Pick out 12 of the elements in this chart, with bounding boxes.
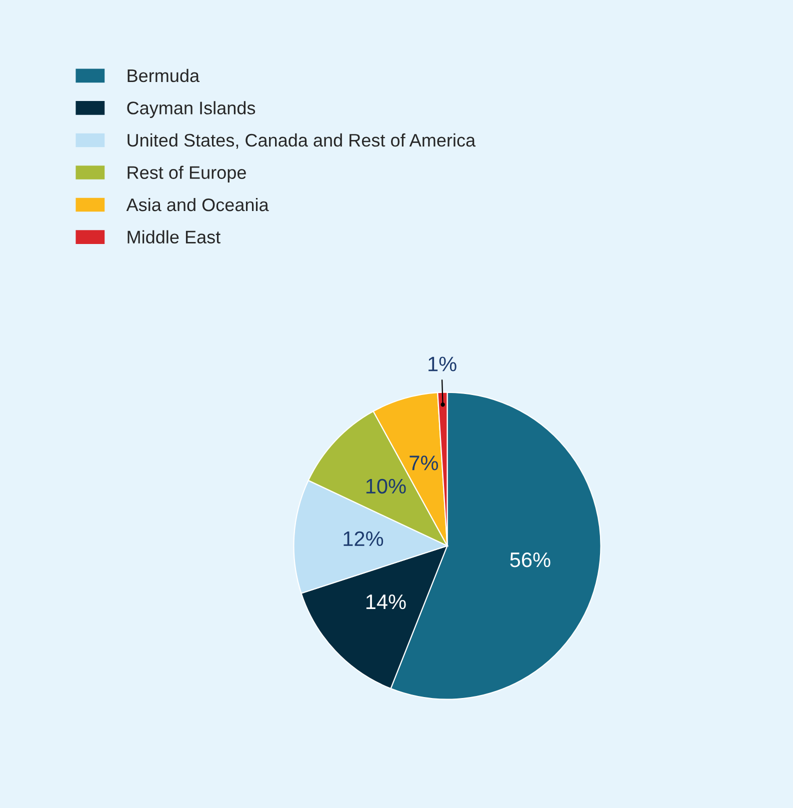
legend-label: Bermuda	[128, 68, 200, 82]
legend-label: Middle East	[128, 230, 220, 244]
data-label: 12%	[344, 531, 384, 546]
legend-label: Cayman Islands	[127, 101, 256, 118]
data-label: 10%	[366, 478, 406, 494]
data-label: 1%	[428, 356, 456, 372]
data-label: 14%	[366, 594, 406, 610]
data-label: 56%	[510, 552, 550, 568]
legend-label: Asia and Oceania	[126, 198, 269, 212]
legend-label: Rest of Europe	[128, 166, 246, 183]
legend-label: United States, Canada and Rest of America	[128, 133, 476, 149]
data-label: 7%	[410, 456, 438, 470]
